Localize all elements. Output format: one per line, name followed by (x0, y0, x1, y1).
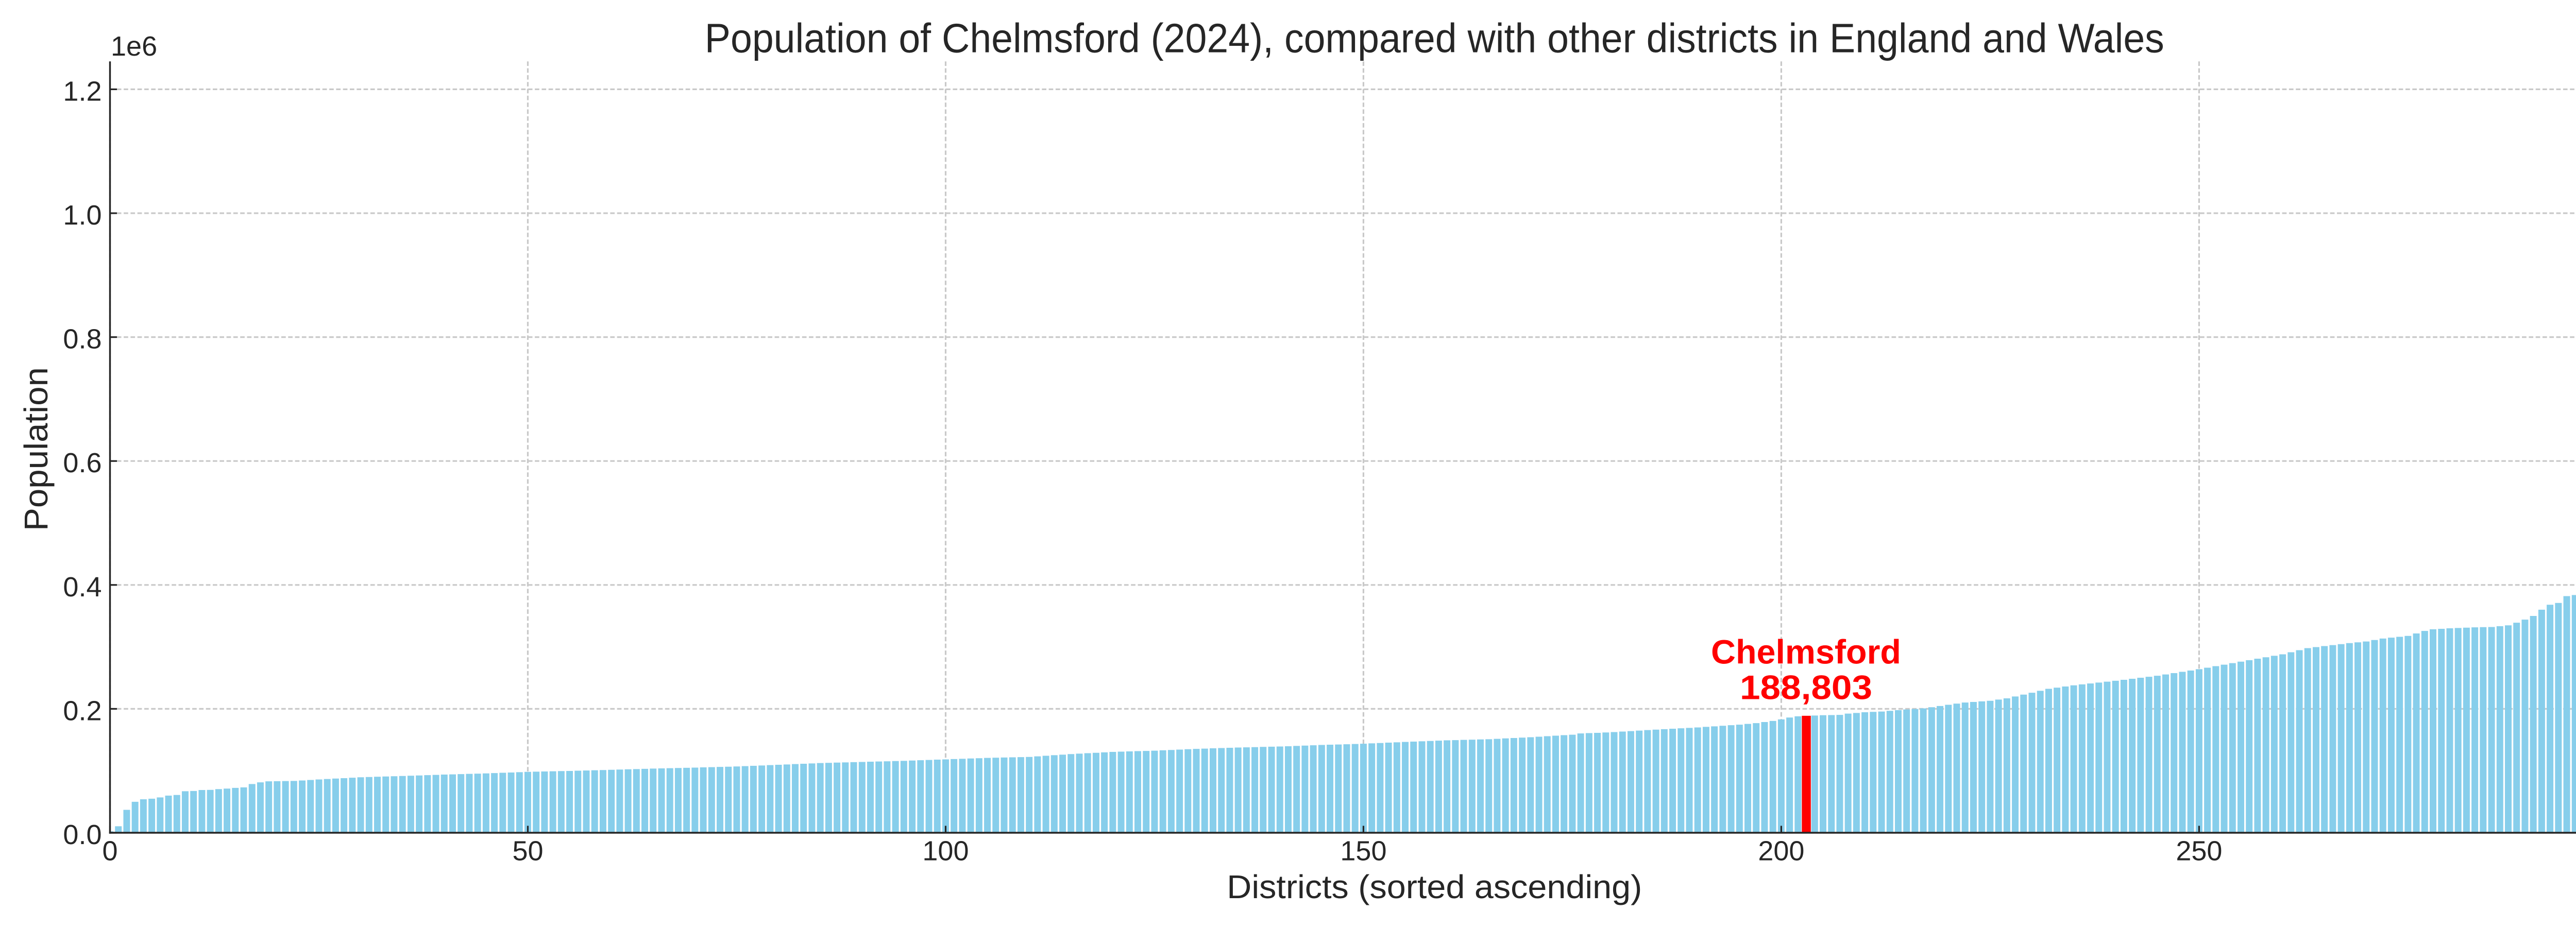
svg-text:0.4: 0.4 (63, 572, 101, 603)
svg-text:188,803: 188,803 (1740, 668, 1872, 706)
svg-text:250: 250 (2176, 835, 2222, 866)
svg-text:0.8: 0.8 (63, 324, 101, 355)
svg-text:100: 100 (922, 835, 969, 866)
svg-text:1e6: 1e6 (111, 31, 157, 62)
svg-text:0.6: 0.6 (63, 448, 101, 478)
svg-text:1.0: 1.0 (63, 200, 101, 231)
svg-text:50: 50 (512, 835, 543, 866)
svg-text:Population: Population (18, 367, 55, 531)
svg-text:0.2: 0.2 (63, 695, 101, 726)
svg-text:0: 0 (102, 835, 117, 866)
svg-text:1.2: 1.2 (63, 76, 101, 107)
svg-text:200: 200 (1758, 835, 1804, 866)
svg-text:150: 150 (1340, 835, 1386, 866)
svg-text:Chelmsford: Chelmsford (1711, 633, 1901, 671)
svg-text:0.0: 0.0 (63, 819, 101, 850)
svg-text:Population of Chelmsford (2024: Population of Chelmsford (2024), compare… (705, 15, 2164, 61)
svg-text:Districts (sorted ascending): Districts (sorted ascending) (1227, 868, 1642, 905)
